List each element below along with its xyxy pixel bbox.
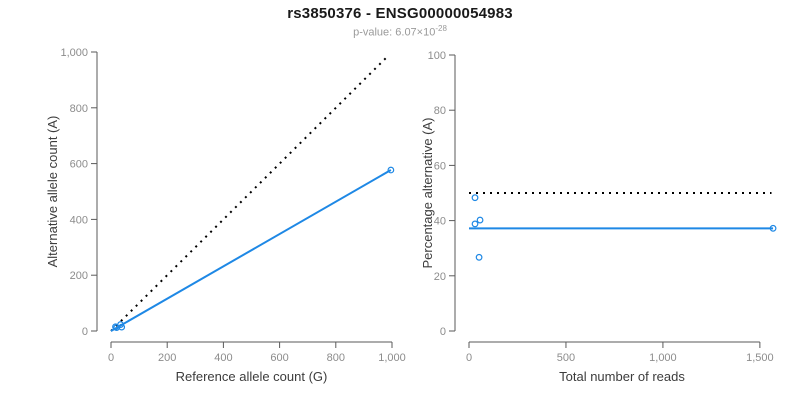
- data-point: [471, 194, 479, 202]
- data-point: [471, 220, 479, 228]
- y-tick-label: 1,000: [60, 47, 88, 59]
- x-tick-label: 1,000: [649, 352, 677, 364]
- x-axis-title: Reference allele count (G): [176, 369, 328, 384]
- data-point: [476, 216, 484, 224]
- pvalue-subtitle: p-value: 6.07×10-28: [0, 24, 800, 39]
- x-tick-label: 1,500: [746, 352, 774, 364]
- x-axis-title: Total number of reads: [559, 369, 685, 384]
- x-tick-label: 500: [557, 352, 575, 364]
- data-point: [387, 166, 395, 174]
- reference-dotted-line: [110, 55, 389, 332]
- y-tick-label: 200: [70, 270, 88, 282]
- y-tick-label: 600: [70, 159, 88, 171]
- y-tick-label: 60: [434, 160, 446, 172]
- x-tick-label: 0: [108, 352, 114, 364]
- data-point: [475, 253, 483, 261]
- x-tick-label: 0: [466, 352, 472, 364]
- x-tick-label: 800: [327, 352, 345, 364]
- y-axis-title: Percentage alternative (A): [420, 117, 435, 268]
- y-tick-label: 400: [70, 214, 88, 226]
- y-tick-label: 0: [440, 326, 446, 338]
- x-tick-label: 200: [158, 352, 176, 364]
- y-tick-label: 80: [434, 105, 446, 117]
- pvalue-exponent: -28: [435, 24, 447, 33]
- y-tick-label: 0: [82, 326, 88, 338]
- x-tick-label: 600: [270, 352, 288, 364]
- y-tick-label: 40: [434, 216, 446, 228]
- y-axis-title: Alternative allele count (A): [45, 116, 60, 268]
- y-tick-label: 800: [70, 103, 88, 115]
- pvalue-text: p-value: 6.07×10: [353, 26, 436, 39]
- data-point: [769, 224, 777, 232]
- fit-line: [110, 169, 392, 332]
- x-tick-label: 400: [214, 352, 232, 364]
- y-tick-label: 20: [434, 271, 446, 283]
- x-tick-label: 1,000: [378, 352, 406, 364]
- data-point: [118, 323, 126, 331]
- page-title: rs3850376 - ENSG00000054983: [287, 5, 513, 22]
- y-tick-label: 100: [428, 50, 446, 62]
